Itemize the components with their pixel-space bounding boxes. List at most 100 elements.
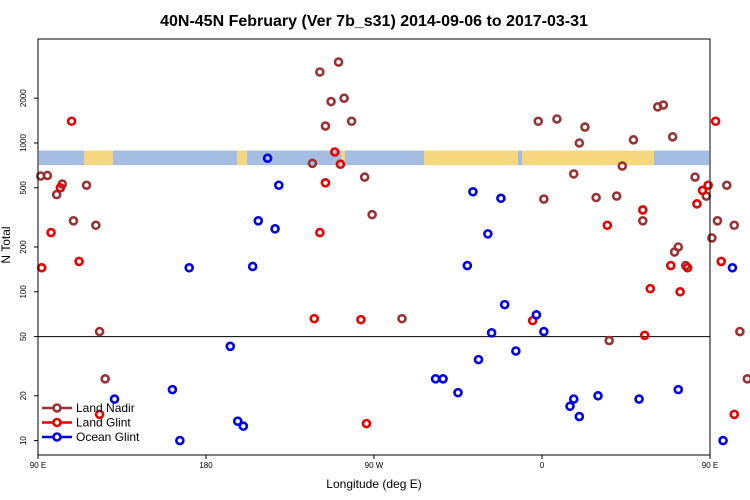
- land-nadir-point: [735, 326, 745, 337]
- land-nadir-point: [729, 220, 740, 231]
- land-nadir-point: [346, 116, 357, 127]
- x-tick-label: 180: [199, 461, 213, 470]
- land-nadir-point: [51, 189, 62, 200]
- land-nadir-point: [628, 135, 639, 145]
- ocean-glint-point: [673, 384, 684, 395]
- land-glint-point: [675, 286, 685, 297]
- ocean-band-segment: [518, 150, 522, 166]
- land-glint-point: [729, 409, 740, 420]
- ocean-glint-legend-label: Ocean Glint: [76, 430, 140, 444]
- land-nadir-point: [333, 57, 344, 67]
- land-glint-point: [335, 159, 346, 170]
- y-tick-label: 10: [19, 436, 28, 445]
- ocean-glint-point: [247, 261, 258, 272]
- x-tick-label: 90 W: [365, 461, 384, 470]
- land-nadir-point: [307, 158, 318, 169]
- land-glint-point: [703, 180, 713, 191]
- x-axis-label: Longitude (deg E): [326, 477, 421, 491]
- land-nadir-point: [568, 169, 579, 179]
- land-nadir-point: [42, 170, 53, 181]
- land-glint-point: [315, 227, 325, 238]
- land-nadir-point: [91, 220, 101, 231]
- land-nadir-point: [658, 100, 669, 110]
- land-glint-point: [36, 262, 47, 273]
- land-glint-point: [329, 147, 340, 157]
- ocean-glint-legend-marker: [52, 432, 62, 442]
- ocean-glint-point: [430, 374, 441, 384]
- land-glint-point: [692, 199, 702, 209]
- ocean-glint-point: [496, 193, 506, 204]
- land-glint-point: [602, 220, 613, 231]
- y-tick-label: 100: [19, 285, 28, 299]
- ocean-band-segment: [113, 150, 237, 166]
- ocean-band-segment: [345, 150, 424, 166]
- ocean-glint-point: [109, 394, 120, 404]
- land-nadir-point: [397, 313, 407, 324]
- ocean-glint-point: [253, 215, 264, 226]
- land-glint-point: [645, 283, 656, 294]
- ocean-band-segment: [247, 150, 341, 166]
- ocean-glint-point: [270, 224, 280, 234]
- land-glint-point: [66, 116, 77, 127]
- ocean-glint-point: [175, 435, 185, 446]
- land-nadir-point: [326, 96, 336, 107]
- y-axis-label: N Total: [0, 226, 13, 263]
- ocean-glint-point: [539, 326, 549, 337]
- land-glint-point: [356, 314, 366, 325]
- land-nadir-point: [690, 172, 700, 182]
- ocean-glint-point: [262, 153, 273, 164]
- land-glint-point: [46, 227, 56, 238]
- y-tick-label: 1000: [19, 134, 28, 152]
- land-glint-point: [94, 409, 105, 420]
- land-band: [39, 150, 709, 166]
- ocean-glint-point: [568, 394, 579, 404]
- land-nadir-point: [339, 93, 349, 104]
- y-tick-label: 2000: [19, 89, 28, 107]
- land-nadir-point: [707, 233, 717, 243]
- land-nadir-legend-label: Land Nadir: [76, 401, 135, 415]
- land-nadir-point: [539, 194, 549, 204]
- land-nadir-point: [580, 122, 590, 132]
- land-nadir-point: [320, 121, 331, 131]
- ocean-glint-point: [238, 421, 249, 431]
- land-glint-point: [639, 330, 650, 341]
- land-nadir-point: [367, 209, 377, 220]
- land-nadir-point: [591, 192, 601, 203]
- land-glint-point: [637, 205, 648, 215]
- land-glint-legend-marker: [52, 417, 62, 428]
- ocean-glint-point: [565, 401, 575, 412]
- ocean-glint-point: [184, 262, 194, 273]
- land-glint-point: [665, 260, 676, 271]
- land-nadir-point: [533, 116, 544, 127]
- chart-title: 40N-45N February (Ver 7b_s31) 2014-09-06…: [160, 13, 588, 30]
- axis-ticks: 90 E 180 90 W 0 90 E 10 20 50 100 200 500 1000 2000: [19, 89, 718, 470]
- ocean-glint-point: [453, 387, 463, 398]
- ocean-glint-point: [462, 260, 473, 271]
- ocean-glint-point: [727, 262, 738, 273]
- land-glint-point: [55, 182, 66, 193]
- ocean-glint-point: [486, 328, 497, 338]
- ocean-band-segment: [39, 150, 84, 166]
- ocean-glint-point: [473, 354, 484, 365]
- ocean-glint-point: [511, 346, 521, 356]
- land-nadir-point: [68, 215, 79, 226]
- land-glint-point: [697, 185, 708, 196]
- ocean-glint-point: [483, 229, 493, 239]
- land-glint-point: [716, 256, 727, 267]
- land-nadir-point: [604, 335, 615, 346]
- land-nadir-point: [667, 132, 678, 142]
- land-glint-point: [682, 262, 693, 273]
- ocean-glint-point: [718, 435, 728, 446]
- y-tick-label: 200: [19, 240, 28, 254]
- land-nadir-point: [712, 215, 723, 226]
- land-glint-point: [710, 116, 721, 127]
- land-nadir-point: [637, 215, 648, 226]
- ocean-glint-point: [225, 341, 236, 352]
- land-nadir-point: [315, 67, 325, 77]
- land-nadir-point: [94, 326, 105, 337]
- land-nadir-legend-marker: [52, 403, 62, 413]
- land-nadir-point: [81, 180, 92, 191]
- land-glint-point: [361, 418, 372, 429]
- plot-frame: [37, 38, 711, 456]
- land-nadir-point: [673, 242, 684, 252]
